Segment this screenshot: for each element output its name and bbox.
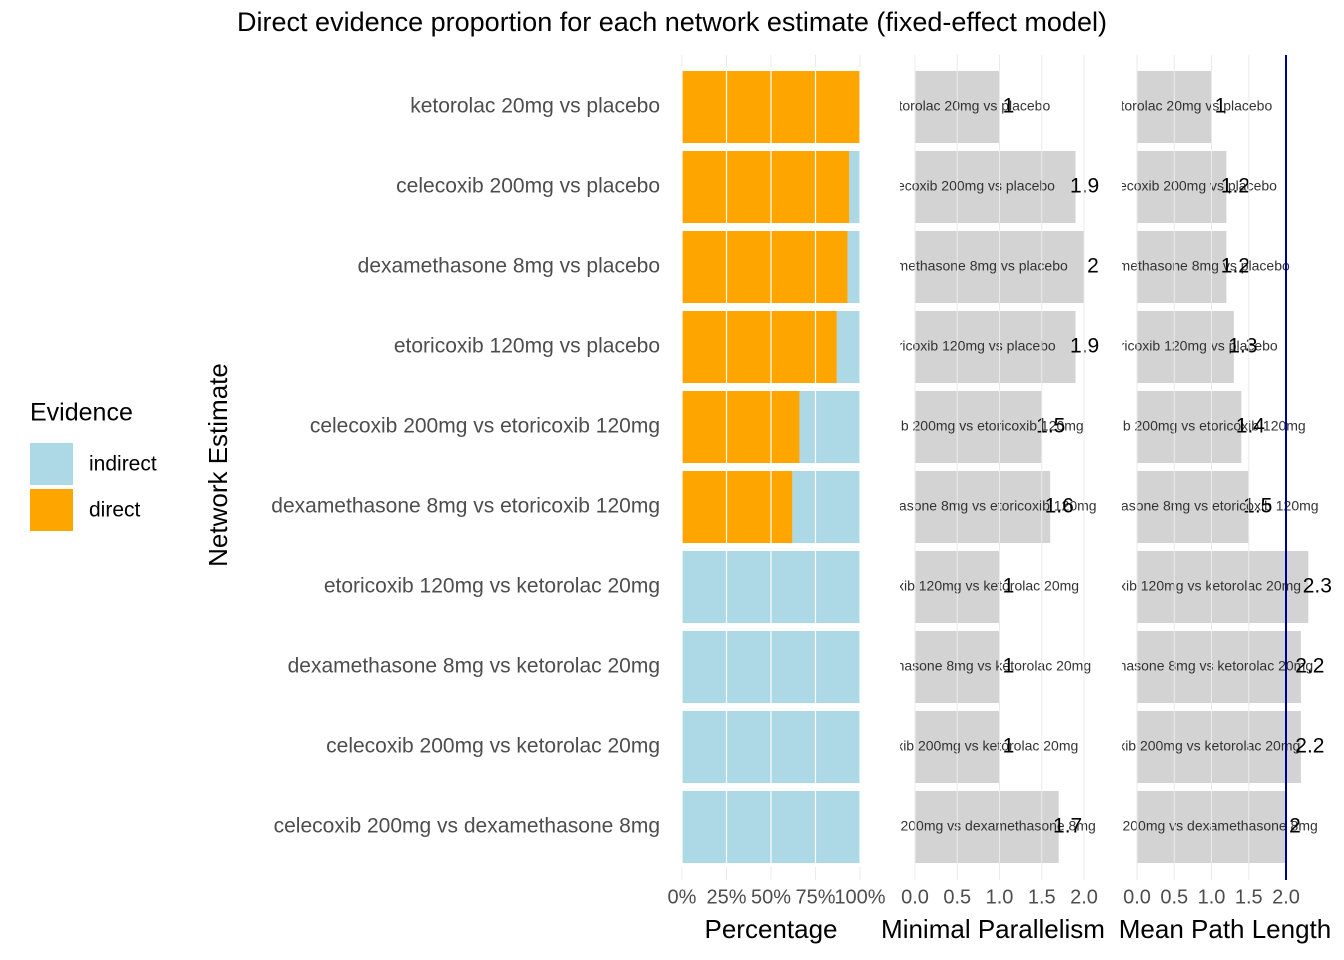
- bar: [1137, 391, 1242, 463]
- x-tick-label: 1.0: [1198, 886, 1226, 908]
- x-axis-title: Mean Path Length: [1119, 914, 1332, 944]
- y-tick-label: dexamethasone 8mg vs etoricoxib 120mg: [271, 495, 660, 518]
- bar-category-label: dexamethasone 8mg vs etoricoxib 120mg: [837, 498, 1096, 514]
- value-label: 2: [1087, 255, 1099, 278]
- y-tick-label: dexamethasone 8mg vs ketorolac 20mg: [288, 655, 660, 678]
- bar: [1137, 711, 1301, 783]
- value-label: 1.3: [1228, 335, 1257, 358]
- y-tick-label: celecoxib 200mg vs etoricoxib 120mg: [310, 415, 660, 438]
- y-tick-label: etoricoxib 120mg vs ketorolac 20mg: [324, 575, 660, 598]
- value-label: 1.9: [1070, 175, 1099, 198]
- value-label: 2.2: [1295, 735, 1324, 758]
- bar-category-label: dexamethasone 8mg vs ketorolac 20mg: [843, 658, 1091, 674]
- value-label: 2.2: [1295, 655, 1324, 678]
- x-tick-label: 1.0: [986, 886, 1014, 908]
- bar-segment: [792, 471, 860, 543]
- value-label: 2.3: [1303, 575, 1332, 598]
- bar: [1137, 631, 1301, 703]
- y-tick-label: etoricoxib 120mg vs placebo: [394, 335, 660, 358]
- bar: [915, 391, 1042, 463]
- bar-segment: [799, 391, 860, 463]
- bar-category-label: dexamethasone 8mg vs ketorolac 20mg: [1065, 658, 1313, 674]
- value-label: 1.2: [1221, 175, 1250, 198]
- value-label: 1.5: [1036, 415, 1065, 438]
- bar: [1137, 471, 1249, 543]
- x-tick-label: 75%: [795, 886, 835, 908]
- bar: [915, 791, 1059, 863]
- bar-category-label: ketorolac 20mg vs placebo: [1106, 98, 1273, 114]
- y-tick-label: celecoxib 200mg vs placebo: [396, 175, 660, 198]
- bar: [915, 151, 1076, 223]
- bar-category-label: ketorolac 20mg vs placebo: [884, 98, 1051, 114]
- value-label: 1: [1003, 735, 1015, 758]
- value-label: 1.7: [1053, 815, 1082, 838]
- x-axis-title: Minimal Parallelism: [881, 914, 1105, 944]
- bar-category-label: dexamethasone 8mg vs placebo: [1088, 258, 1290, 274]
- bar-segment: [847, 231, 860, 303]
- bar-segment: [682, 311, 837, 383]
- y-axis-title: Network Estimate: [203, 363, 233, 567]
- bar-category-label: celecoxib 200mg vs ketorolac 20mg: [1078, 738, 1301, 754]
- x-tick-label: 50%: [751, 886, 791, 908]
- bar-category-label: etoricoxib 120mg vs ketorolac 20mg: [1077, 578, 1301, 594]
- x-tick-label: 0.0: [1123, 886, 1151, 908]
- bar-category-label: etoricoxib 120mg vs placebo: [878, 338, 1056, 354]
- x-tick-label: 0.0: [901, 886, 929, 908]
- value-label: 1.9: [1070, 335, 1099, 358]
- x-tick-label: 2.0: [1070, 886, 1098, 908]
- legend-title: Evidence: [30, 399, 133, 427]
- legend-label: direct: [89, 499, 141, 522]
- bar-category-label: etoricoxib 120mg vs placebo: [1100, 338, 1278, 354]
- bar-category-label: dexamethasone 8mg vs placebo: [866, 258, 1068, 274]
- bar: [1137, 551, 1309, 623]
- bar: [1137, 311, 1234, 383]
- bar-category-label: celecoxib 200mg vs placebo: [1101, 178, 1277, 194]
- x-tick-label: 2.0: [1272, 886, 1300, 908]
- bar-category-label: celecoxib 200mg vs placebo: [879, 178, 1055, 194]
- x-tick-label: 0.5: [1160, 886, 1188, 908]
- value-label: 1.5: [1243, 495, 1272, 518]
- bar: [915, 471, 1051, 543]
- chart-title: Direct evidence proportion for each netw…: [237, 7, 1107, 37]
- value-label: 1: [1003, 655, 1015, 678]
- value-label: 1: [1215, 95, 1227, 118]
- bar-category-label: celecoxib 200mg vs etoricoxib 120mg: [850, 418, 1083, 434]
- value-label: 1.6: [1045, 495, 1074, 518]
- bar-segment: [682, 151, 850, 223]
- x-axis-title: Percentage: [705, 914, 838, 944]
- bar-segment: [836, 311, 860, 383]
- bar-segment: [682, 391, 800, 463]
- y-tick-label: ketorolac 20mg vs placebo: [410, 95, 660, 118]
- legend-swatch: [30, 489, 73, 531]
- bar-category-label: celecoxib 200mg vs dexamethasone 8mg: [838, 818, 1096, 834]
- bar-segment: [682, 471, 793, 543]
- bar-category-label: celecoxib 200mg vs dexamethasone 8mg: [1060, 818, 1318, 834]
- bar-segment: [682, 231, 848, 303]
- bar: [915, 311, 1076, 383]
- y-tick-label: celecoxib 200mg vs dexamethasone 8mg: [274, 815, 660, 838]
- x-tick-label: 0.5: [943, 886, 971, 908]
- value-label: 1.2: [1221, 255, 1250, 278]
- value-label: 2: [1289, 815, 1301, 838]
- value-label: 1.4: [1236, 415, 1266, 438]
- legend-swatch: [30, 443, 73, 485]
- x-tick-label: 0%: [668, 886, 697, 908]
- bar-segment: [849, 151, 860, 223]
- y-tick-label: celecoxib 200mg vs ketorolac 20mg: [326, 735, 660, 758]
- y-tick-label: dexamethasone 8mg vs placebo: [358, 255, 660, 278]
- bar-category-label: celecoxib 200mg vs ketorolac 20mg: [856, 738, 1079, 754]
- value-label: 1: [1003, 575, 1015, 598]
- x-tick-label: 25%: [706, 886, 746, 908]
- legend-label: indirect: [89, 453, 157, 476]
- x-tick-label: 100%: [834, 886, 885, 908]
- x-tick-label: 1.5: [1028, 886, 1056, 908]
- x-tick-label: 1.5: [1235, 886, 1263, 908]
- bar-category-label: celecoxib 200mg vs etoricoxib 120mg: [1072, 418, 1305, 434]
- value-label: 1: [1003, 95, 1015, 118]
- bar-category-label: dexamethasone 8mg vs etoricoxib 120mg: [1059, 498, 1318, 514]
- bar-category-label: etoricoxib 120mg vs ketorolac 20mg: [855, 578, 1079, 594]
